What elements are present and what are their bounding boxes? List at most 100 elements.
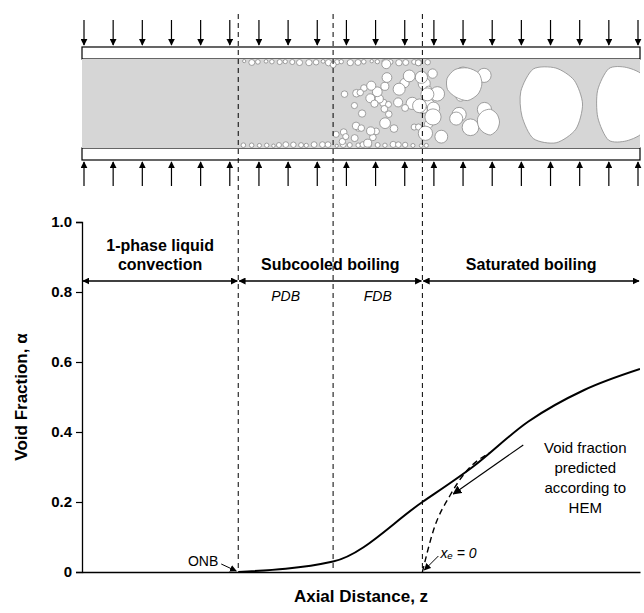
- heat-flux-arrow: [200, 20, 201, 45]
- bubble: [403, 142, 408, 147]
- y-tick: 0.2: [51, 493, 82, 510]
- bubble: [343, 134, 349, 140]
- bubble: [402, 105, 409, 112]
- series-line: [422, 453, 489, 572]
- bubble: [304, 143, 308, 147]
- region-label: Saturated boiling: [466, 256, 597, 273]
- region-label: 1-phase liquid convection: [106, 237, 214, 273]
- heat-flux-arrow: [113, 162, 114, 186]
- bubble: [370, 60, 373, 63]
- bubble: [357, 89, 363, 95]
- bubbles: [241, 60, 640, 148]
- regions: 1-phase liquidconvectionSubcooled boilin…: [83, 237, 639, 304]
- bubble: [249, 143, 254, 148]
- bubble: [367, 127, 375, 135]
- bubble: [382, 60, 391, 69]
- y-tick-label: 0.8: [51, 283, 72, 300]
- y-axis-title: Void Fraction, α: [12, 333, 31, 461]
- bubble: [403, 70, 415, 82]
- bubble: [313, 60, 318, 65]
- heat-flux-arrow: [462, 162, 463, 186]
- bubble: [351, 135, 358, 142]
- heat-flux-arrow: [550, 20, 551, 45]
- y-tick: 0: [64, 563, 82, 580]
- annotation-arrow: [453, 445, 523, 494]
- bubble: [367, 81, 376, 90]
- bubble: [424, 143, 428, 147]
- heat-flux-arrow: [83, 162, 84, 186]
- y-tick-mark: [76, 292, 82, 293]
- bubble: [355, 60, 361, 66]
- heat-flux-arrow: [142, 162, 143, 186]
- heat-flux-arrow: [521, 20, 522, 45]
- liquid: [82, 59, 640, 148]
- annotation-label-line: according to: [544, 479, 626, 496]
- tube-wall: [82, 148, 640, 160]
- heat-flux-arrow: [317, 20, 318, 45]
- heat-flux-arrow: [433, 162, 434, 186]
- heat-flux-arrow: [258, 20, 259, 45]
- region-arrow: [83, 280, 237, 281]
- tube-wall: [82, 47, 640, 59]
- region-boundary: [333, 14, 334, 572]
- y-axis-line: [76, 223, 83, 573]
- heat-flux-arrow: [200, 162, 201, 186]
- heat-flux-arrow: [579, 162, 580, 186]
- heat-flux-arrow: [492, 162, 493, 186]
- heat-flux-arrow: [608, 162, 609, 186]
- bubble: [381, 82, 389, 90]
- bubble: [265, 143, 269, 147]
- bubble: [364, 139, 372, 147]
- vapor-slug: [477, 109, 499, 135]
- region-label-line: 1-phase liquid: [106, 237, 214, 254]
- bubble: [299, 143, 304, 148]
- region-arrow: [239, 280, 421, 281]
- y-tick-label: 0.4: [51, 423, 73, 440]
- bubble: [333, 131, 339, 137]
- heat-flux-arrow: [113, 20, 114, 45]
- region-arrow: [423, 280, 639, 281]
- bubble: [249, 60, 255, 66]
- annotation-arrow: [221, 564, 236, 571]
- bubble: [321, 60, 325, 64]
- heat-flux-arrow: [317, 162, 318, 186]
- region-boundaries: [238, 14, 422, 572]
- bubble: [243, 60, 246, 63]
- y-tick: 1.0: [51, 213, 82, 230]
- heat-flux-arrow: [462, 20, 463, 45]
- heat-flux-arrow: [433, 20, 434, 45]
- heat-flux-arrow: [492, 20, 493, 45]
- heat-flux-arrow: [171, 162, 172, 186]
- chart-svg: 1-phase liquidconvectionSubcooled boilin…: [0, 0, 644, 613]
- bubble: [382, 73, 392, 83]
- bubble: [335, 144, 338, 147]
- heat-flux-arrow: [229, 20, 230, 45]
- bubble: [358, 125, 365, 132]
- bubble: [393, 83, 405, 95]
- bubble: [435, 130, 448, 143]
- bubble: [297, 60, 303, 66]
- bubble: [396, 142, 402, 148]
- region-boundary: [238, 14, 239, 572]
- bubble: [375, 60, 379, 64]
- bubble: [341, 91, 348, 98]
- region-boundary: [422, 14, 423, 572]
- bubble: [371, 100, 378, 107]
- bubble: [283, 142, 289, 148]
- bubble: [385, 101, 391, 107]
- heat-flux-arrow: [171, 20, 172, 45]
- heat-flux-arrow: [608, 20, 609, 45]
- tube-schematic: [82, 20, 644, 186]
- bubble: [272, 144, 275, 147]
- heat-flux-arrow: [637, 162, 638, 186]
- heat-flux-arrow: [346, 162, 347, 186]
- x-axis-line: [83, 572, 641, 573]
- x-axis: [83, 572, 641, 573]
- annotation-label-line: predicted: [554, 459, 616, 476]
- heat-flux-arrow: [521, 162, 522, 186]
- heat-flux-arrow: [375, 162, 376, 186]
- y-tick-mark: [76, 432, 82, 433]
- bubble: [277, 60, 282, 65]
- y-tick-label: 0.6: [51, 353, 72, 370]
- region-label-line: convection: [118, 256, 202, 273]
